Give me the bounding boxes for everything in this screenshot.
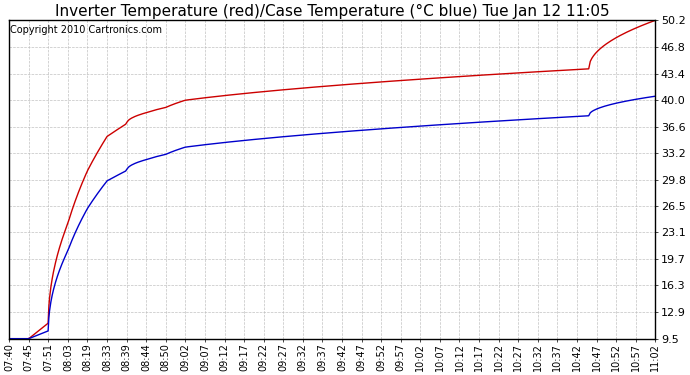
- Text: Copyright 2010 Cartronics.com: Copyright 2010 Cartronics.com: [10, 25, 162, 35]
- Title: Inverter Temperature (red)/Case Temperature (°C blue) Tue Jan 12 11:05: Inverter Temperature (red)/Case Temperat…: [55, 4, 609, 19]
